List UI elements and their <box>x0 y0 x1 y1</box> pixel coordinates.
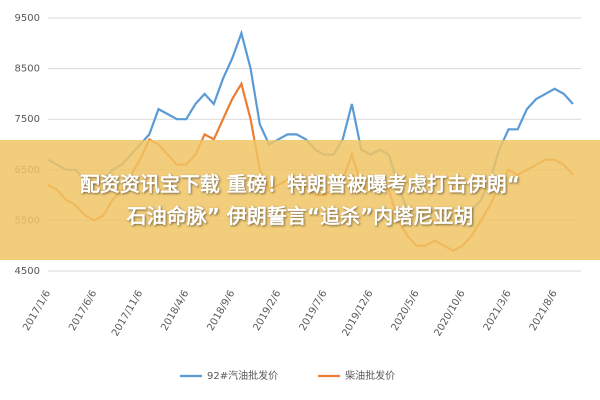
banner-line: 石油命脉” 伊朗誓言“追杀”内塔尼亚胡 <box>126 204 474 228</box>
x-tick-label: 2021/8/6 <box>528 289 560 333</box>
banner: 配资资讯宝下载 重磅！特朗普被曝考虑打击伊朗“ 石油命脉” 伊朗誓言“追杀”内塔… <box>0 140 600 260</box>
x-tick-label: 2017/1/6 <box>21 289 53 333</box>
x-tick-label: 2017/6/6 <box>67 289 99 333</box>
x-tick-label: 2019/12/6 <box>340 289 375 339</box>
y-tick-label: 7500 <box>15 114 40 125</box>
x-tick-label: 2018/9/6 <box>205 289 237 333</box>
x-tick-label: 2021/3/6 <box>482 289 514 333</box>
x-tick-label: 2020/5/6 <box>390 289 422 333</box>
y-tick-label: 8500 <box>15 64 40 75</box>
x-tick-label: 2017/11/6 <box>110 289 145 339</box>
x-tick-label: 2019/2/6 <box>251 289 283 333</box>
banner-line: 配资资讯宝下载 重磅！特朗普被曝考虑打击伊朗“ <box>79 172 521 196</box>
legend-label: 92#汽油批发价 <box>207 369 278 382</box>
legend-label: 柴油批发价 <box>345 369 395 382</box>
y-tick-label: 4500 <box>15 266 40 277</box>
x-tick-label: 2019/7/6 <box>298 289 330 333</box>
x-tick-label: 2018/4/6 <box>159 289 191 333</box>
y-tick-label: 9500 <box>15 13 40 24</box>
x-tick-label: 2020/10/6 <box>433 289 468 339</box>
